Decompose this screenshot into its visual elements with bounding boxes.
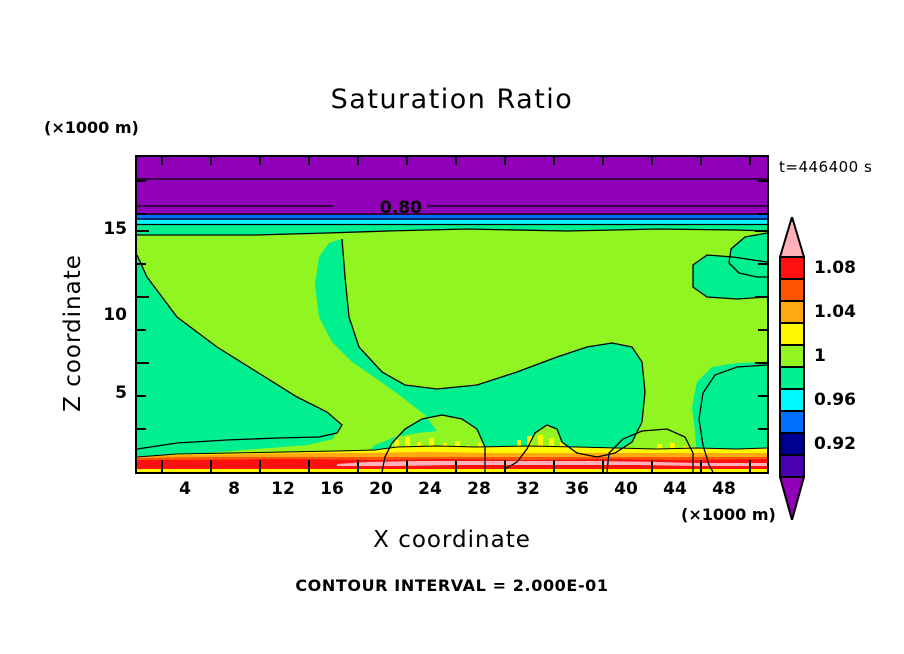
x-tick-label: 40 — [614, 479, 638, 499]
x-tick-label: 28 — [467, 479, 491, 499]
colorbar-band — [779, 278, 805, 302]
colorbar-band — [779, 322, 805, 346]
x-axis-title: X coordinate — [373, 527, 531, 553]
x-tick-label: 16 — [320, 479, 344, 499]
colorbar-cap-top — [778, 213, 806, 258]
x-tick-label: 4 — [179, 479, 191, 499]
y-tick-label: 15 — [103, 219, 127, 239]
x-tick-label: 20 — [369, 479, 393, 499]
contour-plot-area: 0.80 — [135, 155, 769, 474]
y-tick-label: 5 — [115, 383, 127, 403]
x-tick-label: 12 — [271, 479, 295, 499]
colorbar-band — [779, 344, 805, 368]
x-tick-label: 36 — [565, 479, 589, 499]
x-tick-label: 48 — [712, 479, 736, 499]
colorbar-tick-label: 1 — [814, 346, 826, 366]
timestamp-label: t=446400 s — [779, 158, 873, 176]
x-tick-label: 32 — [516, 479, 540, 499]
inline-contour-label: 0.80 — [380, 198, 422, 218]
colorbar-tick-label: 0.96 — [814, 390, 856, 410]
page-title: Saturation Ratio — [330, 84, 574, 115]
colorbar-band — [779, 388, 805, 412]
y-axis-title: Z coordinate — [60, 254, 86, 412]
colorbar-svg — [778, 213, 806, 524]
x-tick-label: 44 — [663, 479, 687, 499]
colorbar-band — [779, 454, 805, 478]
colorbar-cap-bottom — [778, 476, 806, 524]
x-tick-label: 24 — [418, 479, 442, 499]
colorbar-band — [779, 256, 805, 280]
colorbar-tick-label: 1.08 — [814, 258, 856, 278]
x-axis-unit-label: (×1000 m) — [681, 505, 776, 524]
colorbar — [778, 213, 806, 524]
colorbar-band — [779, 366, 805, 390]
colorbar-tick-label: 0.92 — [814, 434, 856, 454]
y-tick-label: 10 — [103, 305, 127, 325]
x-tick-label: 8 — [228, 479, 240, 499]
y-axis-unit-label: (×1000 m) — [44, 118, 139, 137]
colorbar-band — [779, 432, 805, 456]
contour-field: 0.80 — [137, 157, 767, 472]
contour-interval-caption: CONTOUR INTERVAL = 2.000E-01 — [295, 576, 609, 595]
colorbar-tick-label: 1.04 — [814, 302, 856, 322]
colorbar-band — [779, 410, 805, 434]
colorbar-band — [779, 300, 805, 324]
